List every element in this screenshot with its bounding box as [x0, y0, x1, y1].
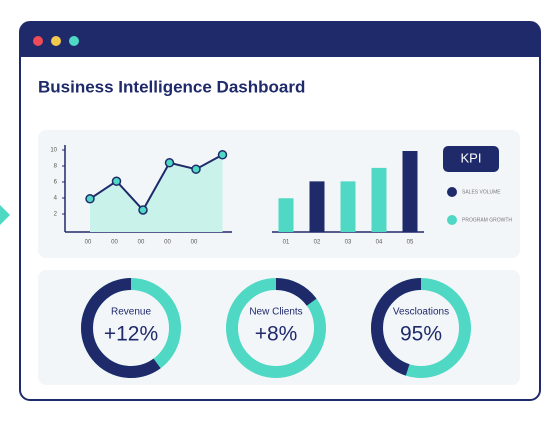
donut-label: New Clients: [249, 307, 302, 318]
donut-value: 95%: [400, 323, 442, 346]
donut-arc: [226, 278, 326, 378]
dot-red: [33, 36, 43, 46]
kpi-badge: [443, 146, 499, 172]
x-tick-label: 02: [314, 240, 321, 246]
y-tick-label: 4: [54, 196, 58, 202]
donut-value: +8%: [255, 323, 298, 346]
donut-label: Vescloations: [393, 307, 449, 318]
x-tick-label: 00: [191, 240, 198, 246]
line-point: [164, 158, 175, 168]
arrow-decor: [0, 205, 10, 225]
line-point: [85, 194, 95, 204]
x-tick-label: 03: [345, 240, 352, 246]
y-tick-label: 8: [54, 164, 58, 170]
y-tick-label: 2: [54, 212, 58, 218]
dot-teal: [69, 36, 79, 46]
bar: [371, 167, 387, 232]
line-point: [111, 176, 122, 186]
line-point: [138, 205, 148, 215]
donut-arc: [81, 278, 181, 378]
bar: [309, 181, 325, 232]
x-tick-label: 00: [164, 240, 171, 246]
legend-label: SALES VOLUME: [462, 189, 501, 195]
y-tick-label: 10: [50, 148, 57, 154]
dot-yellow: [51, 36, 61, 46]
donut-arc: [371, 278, 471, 378]
legend-label: PROGRAM GROWTH: [462, 217, 512, 223]
y-tick-label: 6: [54, 180, 58, 186]
line-point: [191, 164, 201, 174]
x-tick-label: 01: [283, 240, 290, 246]
x-tick-label: 00: [138, 240, 145, 246]
bar: [278, 198, 294, 232]
line: [89, 153, 223, 212]
dashboard-title: Business Intelligence Dashboard: [38, 77, 305, 96]
line-point: [217, 150, 228, 160]
bar: [402, 151, 418, 232]
x-tick-label: 04: [376, 240, 383, 246]
x-tick-label: 00: [85, 240, 92, 246]
title-bar: [20, 22, 540, 57]
legend-dot: [447, 215, 457, 225]
line-area: [90, 154, 223, 232]
donut-label: Revenue: [111, 307, 151, 318]
legend-dot: [447, 187, 457, 197]
bar: [340, 181, 356, 232]
kpi-title: KPI: [461, 150, 482, 165]
donut-value: +12%: [104, 323, 158, 346]
x-tick-label: 00: [111, 240, 118, 246]
x-tick-label: 05: [407, 240, 414, 246]
